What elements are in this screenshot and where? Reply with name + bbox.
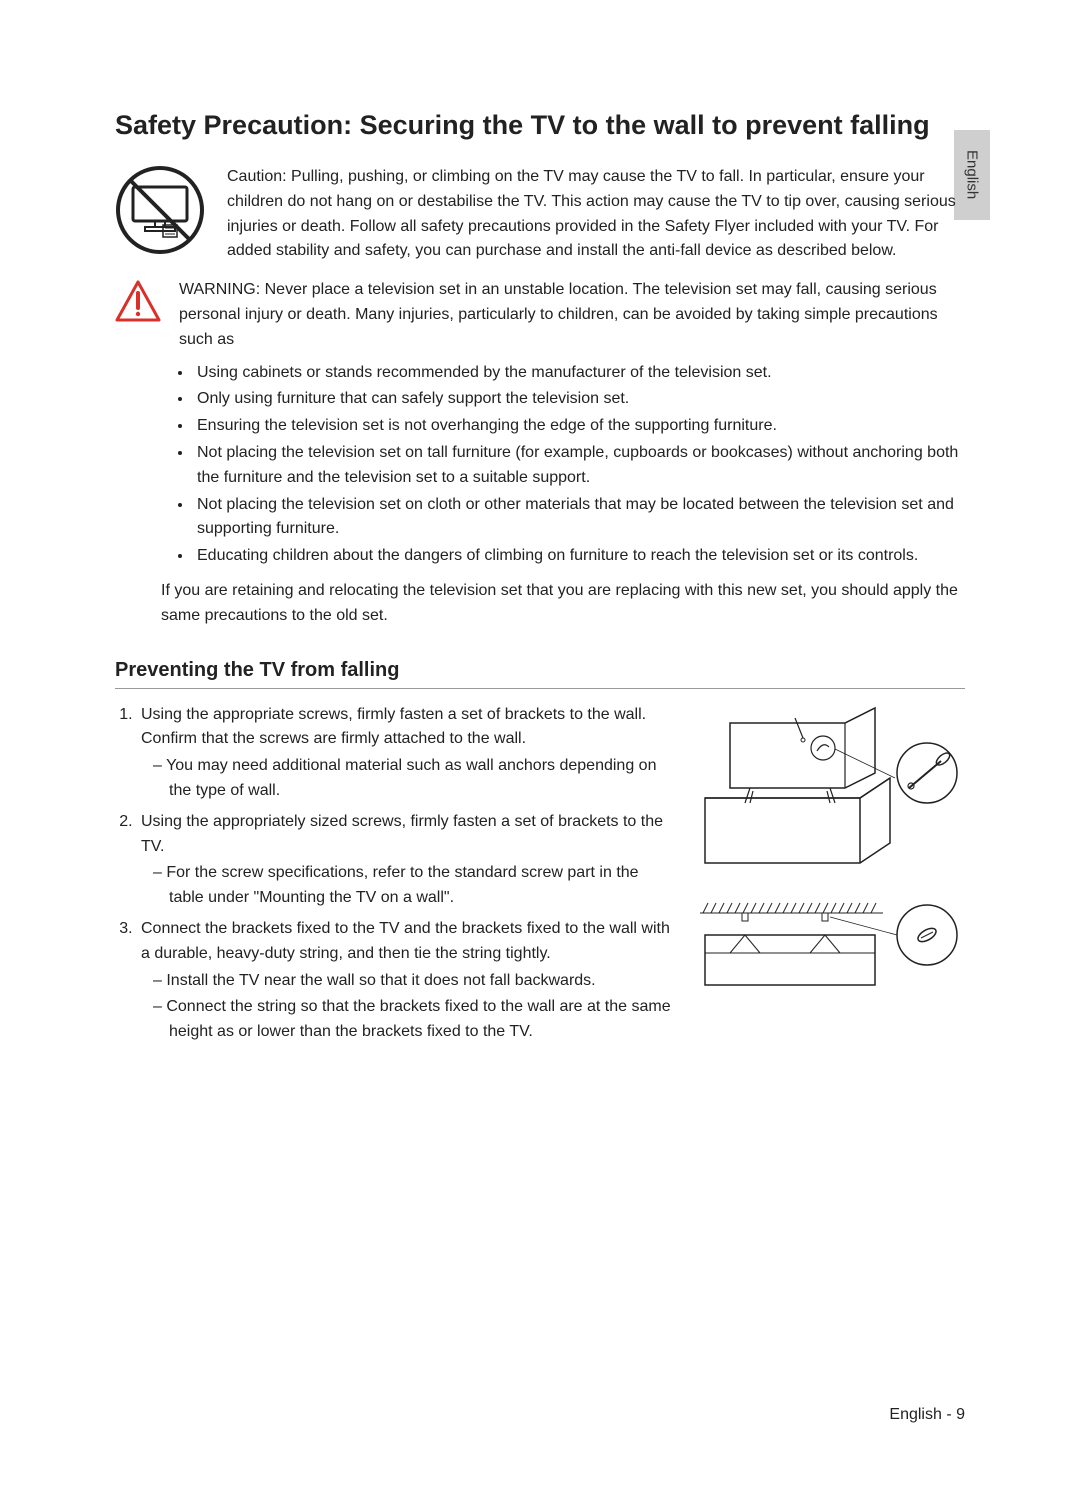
precaution-item: Using cabinets or stands recommended by … bbox=[193, 361, 965, 386]
page-content: Safety Precaution: Securing the TV to th… bbox=[0, 0, 1080, 1091]
two-column-layout: Using the appropriate screws, firmly fas… bbox=[115, 703, 965, 1051]
post-list-text: If you are retaining and relocating the … bbox=[161, 579, 965, 629]
caution-text: Caution: Pulling, pushing, or climbing o… bbox=[227, 165, 965, 264]
step-item: Using the appropriately sized screws, fi… bbox=[137, 810, 677, 911]
step-sublist: You may need additional material such as… bbox=[153, 754, 677, 804]
step-sublist: Install the TV near the wall so that it … bbox=[153, 969, 677, 1045]
caution-block: Caution: Pulling, pushing, or climbing o… bbox=[115, 165, 965, 264]
precaution-item: Not placing the television set on tall f… bbox=[193, 441, 965, 491]
step-sublist: For the screw specifications, refer to t… bbox=[153, 861, 677, 911]
figure-tv-cabinet bbox=[695, 703, 965, 873]
steps-list: Using the appropriate screws, firmly fas… bbox=[137, 703, 677, 1045]
warning-triangle-icon bbox=[115, 278, 161, 352]
precaution-item: Educating children about the dangers of … bbox=[193, 544, 965, 569]
no-climb-tv-icon bbox=[115, 165, 205, 264]
warning-label: WARNING bbox=[179, 281, 256, 298]
step-subitem: Connect the string so that the brackets … bbox=[153, 995, 677, 1045]
precaution-item: Not placing the television set on cloth … bbox=[193, 493, 965, 543]
caution-body: : Pulling, pushing, or climbing on the T… bbox=[227, 168, 956, 259]
figures-column bbox=[695, 703, 965, 1051]
precaution-item: Only using furniture that can safely sup… bbox=[193, 387, 965, 412]
warning-block: WARNING: Never place a television set in… bbox=[115, 278, 965, 352]
step-subitem: Install the TV near the wall so that it … bbox=[153, 969, 677, 994]
warning-text: WARNING: Never place a television set in… bbox=[179, 278, 965, 352]
step-subitem: You may need additional material such as… bbox=[153, 754, 677, 804]
precautions-list: Using cabinets or stands recommended by … bbox=[193, 361, 965, 569]
warning-body: : Never place a television set in an uns… bbox=[179, 281, 938, 348]
page-footer: English - 9 bbox=[889, 1406, 965, 1424]
steps-column: Using the appropriate screws, firmly fas… bbox=[115, 703, 677, 1051]
step-item: Using the appropriate screws, firmly fas… bbox=[137, 703, 677, 804]
subheading: Preventing the TV from falling bbox=[115, 659, 965, 689]
caution-label: Caution bbox=[227, 168, 282, 185]
step-subitem: For the screw specifications, refer to t… bbox=[153, 861, 677, 911]
page-title: Safety Precaution: Securing the TV to th… bbox=[115, 108, 965, 143]
precaution-item: Ensuring the television set is not overh… bbox=[193, 414, 965, 439]
figure-wall-mount bbox=[695, 895, 965, 1010]
step-item: Connect the brackets fixed to the TV and… bbox=[137, 917, 677, 1045]
